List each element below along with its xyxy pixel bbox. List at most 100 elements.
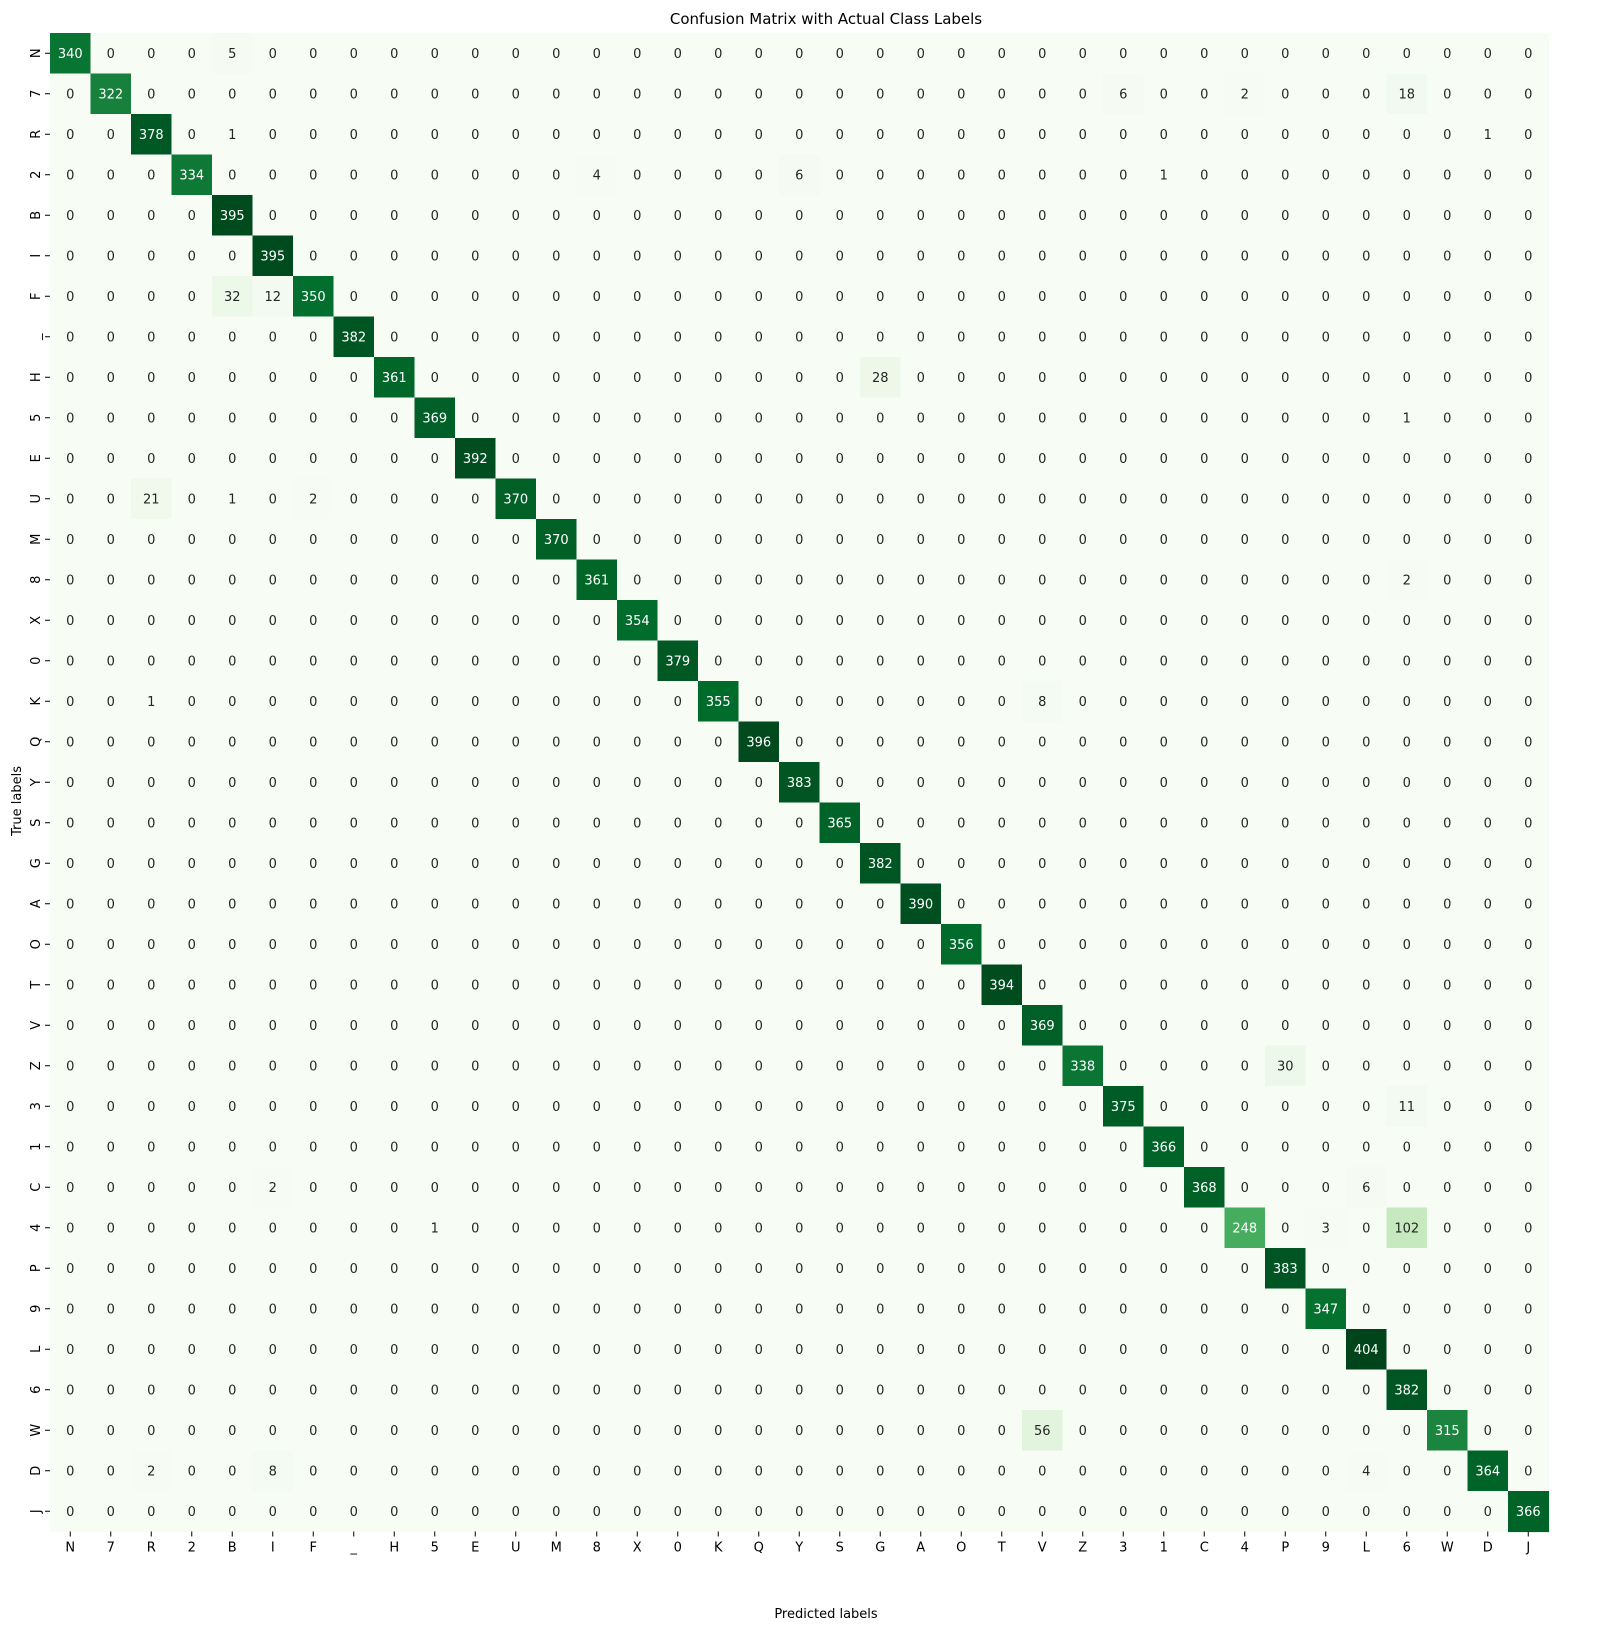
- heatmap-cell-value: 0: [876, 1464, 884, 1479]
- heatmap-cell-value: 0: [350, 371, 358, 386]
- heatmap-cell: [131, 681, 173, 723]
- heatmap-cell-value: 0: [1241, 978, 1249, 993]
- heatmap-cell-value: 0: [471, 816, 479, 831]
- heatmap-cell-value: 361: [584, 573, 609, 588]
- heatmap-cell-value: 0: [876, 1343, 884, 1358]
- heatmap-cell-value: 355: [706, 695, 731, 710]
- heatmap-cell-value: 0: [1079, 1505, 1087, 1520]
- heatmap-cell-value: 0: [107, 1181, 115, 1196]
- heatmap-cell: [414, 519, 456, 561]
- heatmap-cell: [495, 721, 537, 763]
- heatmap-cell-value: 0: [674, 1181, 682, 1196]
- heatmap-cell-value: 0: [917, 87, 925, 102]
- heatmap-cell-value: 0: [917, 978, 925, 993]
- heatmap-cell-value: 0: [228, 1464, 236, 1479]
- heatmap-cell: [414, 559, 456, 601]
- heatmap-cell-value: 0: [1200, 330, 1208, 345]
- heatmap-cell-value: 0: [188, 249, 196, 264]
- heatmap-cell-value: 0: [1524, 1140, 1532, 1155]
- heatmap-cell-value: 0: [1119, 492, 1127, 507]
- heatmap-cell: [779, 478, 821, 520]
- heatmap-cell: [333, 114, 375, 156]
- heatmap-cell-value: 0: [1362, 87, 1370, 102]
- heatmap-cell: [1062, 519, 1104, 561]
- heatmap-cell: [617, 73, 659, 115]
- heatmap-cell: [333, 802, 375, 844]
- heatmap-cell-value: 0: [633, 735, 641, 750]
- heatmap-cell-value: 0: [633, 695, 641, 710]
- heatmap-cell-value: 0: [107, 1100, 115, 1115]
- heatmap-cell-value: 0: [66, 1100, 74, 1115]
- heatmap-cell: [779, 195, 821, 237]
- heatmap-cell: [779, 802, 821, 844]
- heatmap-cell-value: 0: [876, 654, 884, 669]
- heatmap-cell-value: 0: [390, 47, 398, 62]
- heatmap-cell-value: 1: [228, 128, 236, 143]
- heatmap-cell: [414, 802, 456, 844]
- heatmap-cell-value: 0: [309, 654, 317, 669]
- heatmap-cell: [576, 600, 618, 642]
- heatmap-cell: [900, 640, 942, 682]
- heatmap-cell-value: 0: [552, 1059, 560, 1074]
- heatmap-cell: [1386, 438, 1428, 480]
- heatmap-cell-value: 0: [1281, 776, 1289, 791]
- heatmap-cell-value: 0: [188, 47, 196, 62]
- heatmap-cell-value: 0: [552, 1181, 560, 1196]
- heatmap-cell-value: 0: [1241, 249, 1249, 264]
- heatmap-cell-value: 0: [431, 452, 439, 467]
- heatmap-cell-value: 0: [1443, 1221, 1451, 1236]
- heatmap-cell-value: 0: [1281, 654, 1289, 669]
- heatmap-cell-value: 0: [755, 1221, 763, 1236]
- heatmap-cell: [698, 478, 740, 520]
- heatmap-cell: [617, 438, 659, 480]
- heatmap-cell: [1103, 276, 1145, 318]
- heatmap-cell: [293, 802, 335, 844]
- heatmap-cell-value: 0: [876, 1424, 884, 1439]
- heatmap-cell-value: 0: [795, 1464, 803, 1479]
- heatmap-cell-value: 0: [957, 1505, 965, 1520]
- heatmap-cell-value: 0: [755, 1019, 763, 1034]
- heatmap-cell-value: 0: [1484, 1505, 1492, 1520]
- heatmap-cell-value: 0: [350, 776, 358, 791]
- heatmap-cell: [576, 357, 618, 399]
- heatmap-cell-value: 0: [390, 249, 398, 264]
- heatmap-cell-value: 0: [755, 776, 763, 791]
- heatmap-cell: [860, 276, 902, 318]
- heatmap-cell-value: 0: [1524, 1059, 1532, 1074]
- heatmap-cell-value: 0: [350, 897, 358, 912]
- heatmap-cell: [414, 357, 456, 399]
- heatmap-cell-value: 0: [66, 1302, 74, 1317]
- heatmap-cell-value: 0: [957, 1059, 965, 1074]
- heatmap-cell-value: 0: [1403, 492, 1411, 507]
- heatmap-cell-value: 0: [1362, 330, 1370, 345]
- heatmap-cell-value: 0: [1281, 978, 1289, 993]
- heatmap-cell: [1184, 600, 1226, 642]
- heatmap-cell-value: 0: [593, 897, 601, 912]
- heatmap-cell-value: 0: [1322, 492, 1330, 507]
- heatmap-cell-value: 0: [836, 128, 844, 143]
- heatmap-cell-value: 0: [1079, 330, 1087, 345]
- heatmap-cell: [698, 762, 740, 804]
- heatmap-cell-value: 0: [1322, 938, 1330, 953]
- heatmap-cell-value: 0: [390, 654, 398, 669]
- x-tick-label: 8: [593, 1541, 601, 1556]
- heatmap-cell-value: 0: [1524, 533, 1532, 548]
- heatmap-cell-value: 0: [633, 938, 641, 953]
- heatmap-cell-value: 0: [107, 938, 115, 953]
- heatmap-cell-value: 0: [1322, 168, 1330, 183]
- heatmap-cell: [293, 721, 335, 763]
- heatmap-cell-value: 0: [1119, 776, 1127, 791]
- heatmap-cell: [1427, 316, 1469, 358]
- heatmap-cell-value: 0: [998, 735, 1006, 750]
- heatmap-cell-value: 0: [1484, 411, 1492, 426]
- heatmap-cell: [333, 316, 375, 358]
- heatmap-cell-value: 0: [1524, 209, 1532, 224]
- heatmap-cell: [252, 559, 294, 601]
- heatmap-cell-value: 0: [309, 533, 317, 548]
- x-tick-label: N: [65, 1541, 75, 1556]
- heatmap-cell-value: 0: [147, 1302, 155, 1317]
- heatmap-cell: [860, 397, 902, 439]
- x-axis-ticks: N 7 R 2 B I F _ H 5 E U M 8 X 0 K Q Y S G A O T V Z 3 1 C 4 P 9 L 6 W D J: [65, 1531, 1530, 1556]
- y-tick-label: E: [29, 454, 44, 462]
- heatmap-cell-value: 370: [544, 533, 569, 548]
